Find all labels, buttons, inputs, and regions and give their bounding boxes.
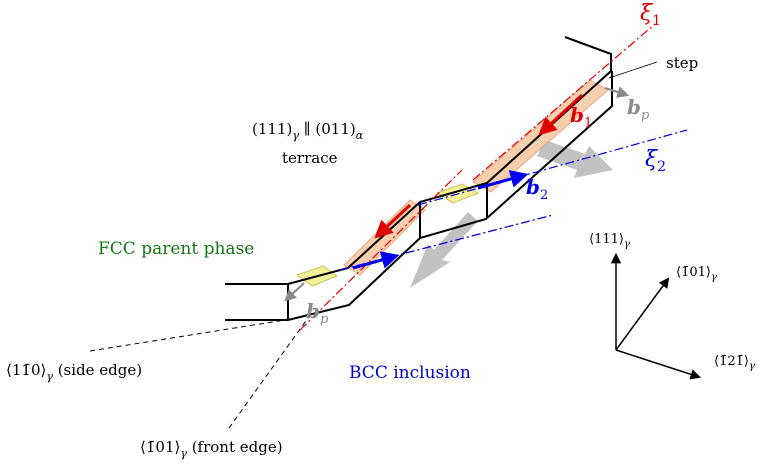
shear-arrow-upper: [537, 140, 613, 178]
axis-121-label: ⟨1̄21̄⟩γ: [714, 354, 755, 372]
xi2-line-upper: [417, 129, 688, 206]
side-edge-guide: [89, 319, 286, 352]
fcc-label: FCC parent phase: [98, 239, 254, 259]
axis-111-label: ⟨111⟩γ: [589, 232, 630, 250]
bp-arrow-top: [604, 86, 630, 98]
bcc-label: BCC inclusion: [349, 363, 471, 383]
b1-arrow-lower: [374, 203, 412, 239]
b1-arrow-upper: [538, 93, 584, 136]
axis-101-label: ⟨1̄01⟩γ: [676, 265, 717, 283]
bp-label-top: bp: [627, 95, 650, 123]
b2-arrow-upper: [477, 170, 529, 190]
habit-plane-label: (111)γ ∥ (011)α: [252, 120, 364, 142]
front-edge-label: ⟨1̄01⟩γ (front edge): [140, 438, 283, 460]
xi1-line: [299, 169, 463, 331]
step-pointer: [608, 61, 658, 79]
bp-arrow-bottom: [284, 282, 305, 302]
slip-strip-lower: [343, 199, 426, 276]
bp-label-bottom: bp: [306, 299, 329, 327]
front-edge-guide: [228, 317, 309, 429]
xi1-line-upper: [472, 23, 656, 181]
b2-label: b2: [526, 175, 548, 203]
terrace-label: terrace: [282, 149, 338, 167]
b2-arrow-lower: [352, 251, 400, 270]
xi2-label: ξ2: [645, 147, 666, 175]
interface-outline: [225, 36, 613, 321]
shear-arrow-lower: [410, 212, 478, 288]
step-label: step: [666, 54, 698, 72]
axes-triad: [610, 252, 701, 380]
xi1-label: ξ1: [640, 1, 661, 29]
side-edge-label: ⟨11̄0⟩γ (side edge): [6, 361, 142, 383]
b1-label: b1: [570, 103, 592, 131]
